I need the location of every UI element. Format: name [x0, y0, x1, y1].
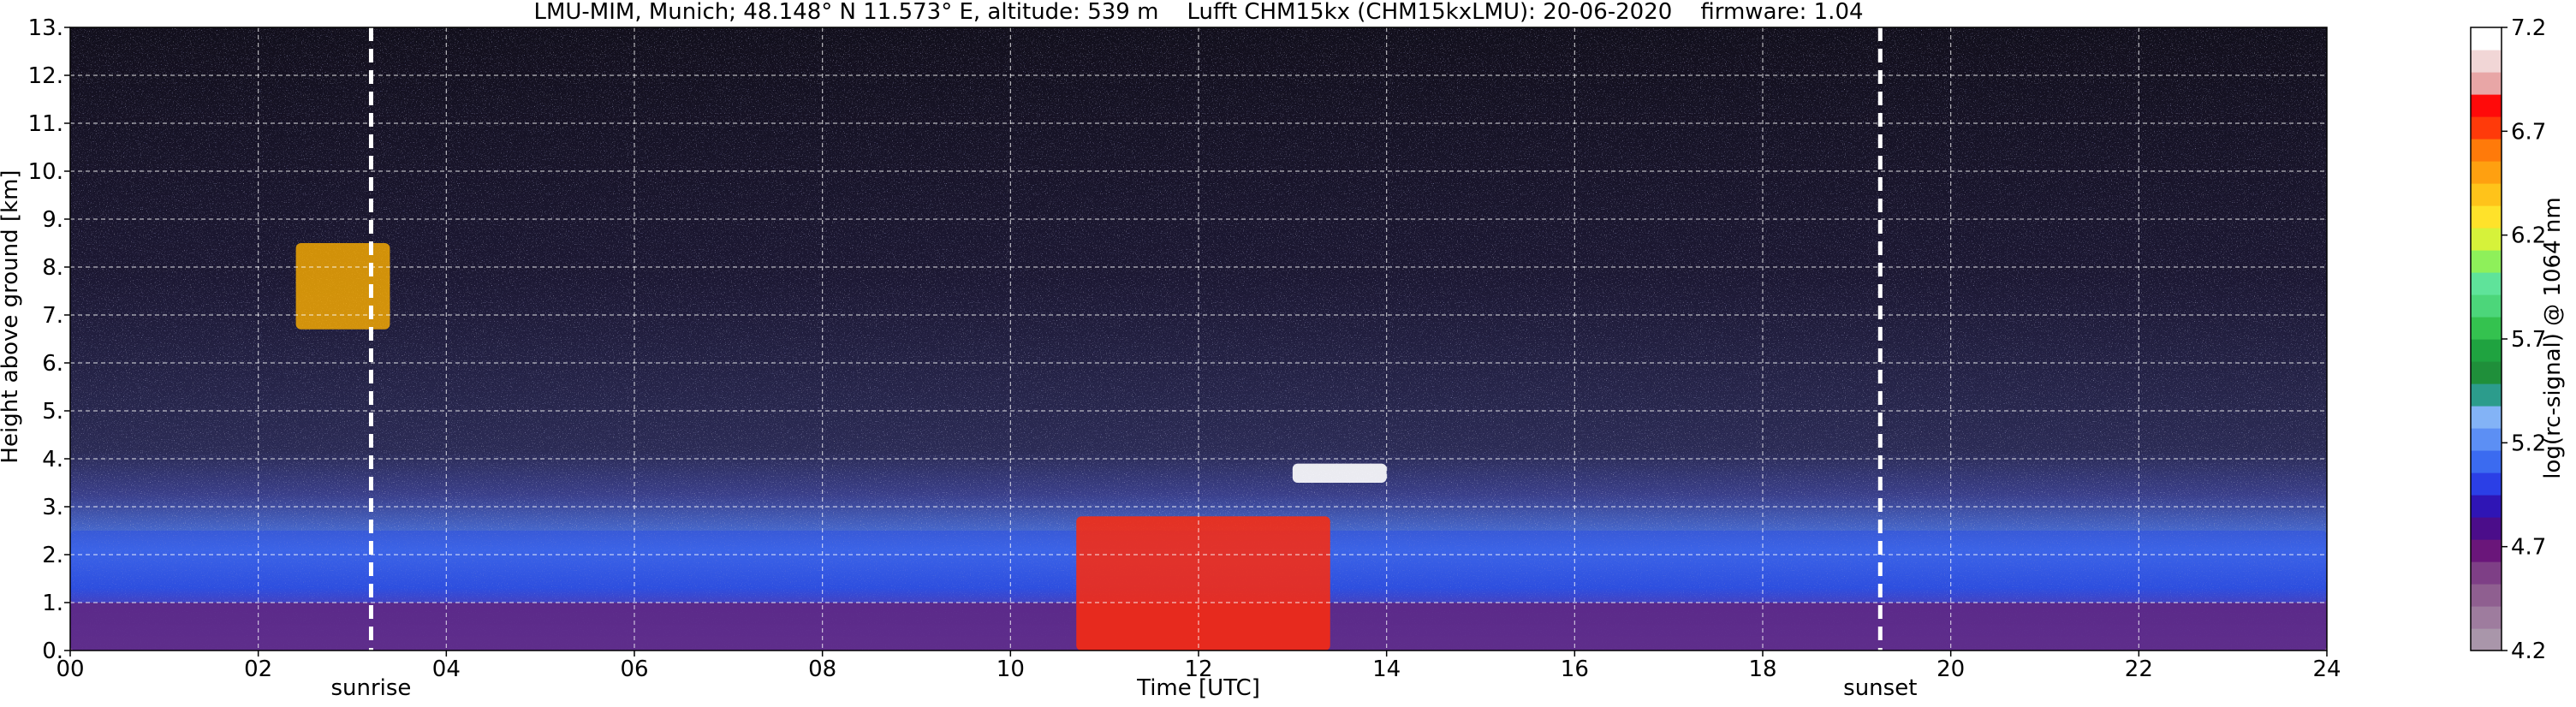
- colorbar-segment: [2471, 472, 2502, 496]
- colorbar-segment: [2471, 250, 2502, 273]
- x-tick-label: 24: [2312, 656, 2341, 682]
- colorbar-segment: [2471, 228, 2502, 251]
- x-tick-label: 12: [1184, 656, 1212, 682]
- marker-label-sunrise: sunrise: [330, 675, 411, 701]
- x-tick-label: 00: [56, 656, 84, 682]
- colorbar-segment: [2471, 50, 2502, 73]
- y-tick-label: 8.: [42, 255, 63, 281]
- colorbar-tick-label: 4.2: [2511, 639, 2546, 664]
- y-tick-label: 9.: [42, 207, 63, 233]
- x-tick-label: 22: [2125, 656, 2153, 682]
- colorbar-segment: [2471, 161, 2502, 184]
- y-tick-label: 7.: [42, 303, 63, 329]
- colorbar-segment: [2471, 383, 2502, 407]
- colorbar-tick-label: 6.7: [2511, 119, 2546, 145]
- colorbar-segment: [2471, 517, 2502, 540]
- colorbar: [2470, 27, 2502, 651]
- feature-cirrus-cloud: [295, 243, 390, 330]
- plot-area: [69, 27, 2328, 651]
- colorbar-segment: [2471, 539, 2502, 562]
- y-tick-label: 4.: [42, 447, 63, 472]
- colorbar-segment: [2471, 406, 2502, 429]
- colorbar-segment: [2471, 94, 2502, 117]
- x-tick-label: 20: [1936, 656, 1965, 682]
- x-tick-label: 16: [1561, 656, 1589, 682]
- x-tick-label: 04: [432, 656, 461, 682]
- colorbar-segment: [2471, 183, 2502, 206]
- colorbar-segment: [2471, 272, 2502, 295]
- colorbar-tick-label: 6.2: [2511, 223, 2546, 249]
- x-tick-label: 08: [808, 656, 836, 682]
- y-tick-label: 1.: [42, 591, 63, 616]
- y-tick-label: 5.: [42, 399, 63, 425]
- colorbar-segment: [2471, 584, 2502, 607]
- x-tick-label: 14: [1372, 656, 1401, 682]
- colorbar-segment: [2471, 495, 2502, 518]
- feature-cloud-top-line: [1292, 463, 1387, 483]
- colorbar-segment: [2471, 317, 2502, 340]
- colorbar-segment: [2471, 428, 2502, 451]
- x-axis-label: Time [UTC]: [1136, 675, 1260, 701]
- colorbar-segment: [2471, 339, 2502, 362]
- y-tick-label: 10.: [28, 159, 63, 185]
- colorbar-label: log(rc-signal) @ 1064 nm: [2540, 197, 2566, 478]
- y-tick-label: 6.: [42, 351, 63, 377]
- y-tick-label: 12.: [28, 63, 63, 89]
- colorbar-segment: [2471, 116, 2502, 140]
- grid-lines: [70, 27, 2327, 651]
- colorbar-segment: [2471, 361, 2502, 384]
- feature-low-cloud-saturated: [1076, 516, 1330, 651]
- colorbar-segment: [2471, 628, 2502, 651]
- colorbar-tick-label: 7.2: [2511, 15, 2546, 41]
- colorbar-segment: [2471, 561, 2502, 585]
- chart-title: LMU-MIM, Munich; 48.148° N 11.573° E, al…: [533, 0, 1863, 25]
- x-tick-label: 06: [620, 656, 648, 682]
- y-tick-label: 13.: [28, 15, 63, 41]
- marker-label-sunset: sunset: [1843, 675, 1917, 701]
- y-tick-label: 3.: [42, 495, 63, 520]
- colorbar-tick-label: 4.7: [2511, 535, 2546, 561]
- colorbar-tick-label: 5.7: [2511, 327, 2546, 353]
- y-tick-label: 11.: [28, 111, 63, 137]
- y-tick-label: 0.: [42, 639, 63, 664]
- colorbar-segment: [2471, 72, 2502, 95]
- x-tick-label: 18: [1748, 656, 1776, 682]
- y-tick-label: 2.: [42, 543, 63, 568]
- colorbar-segment: [2471, 294, 2502, 318]
- colorbar-segment: [2471, 27, 2502, 50]
- x-tick-label: 02: [244, 656, 272, 682]
- colorbar-tick-label: 5.2: [2511, 431, 2546, 456]
- y-axis-label: Height above ground [km]: [0, 169, 23, 463]
- x-tick-label: 10: [996, 656, 1025, 682]
- colorbar-segment: [2471, 606, 2502, 629]
- colorbar-segment: [2471, 450, 2502, 473]
- colorbar-segment: [2471, 139, 2502, 162]
- colorbar-segment: [2471, 205, 2502, 229]
